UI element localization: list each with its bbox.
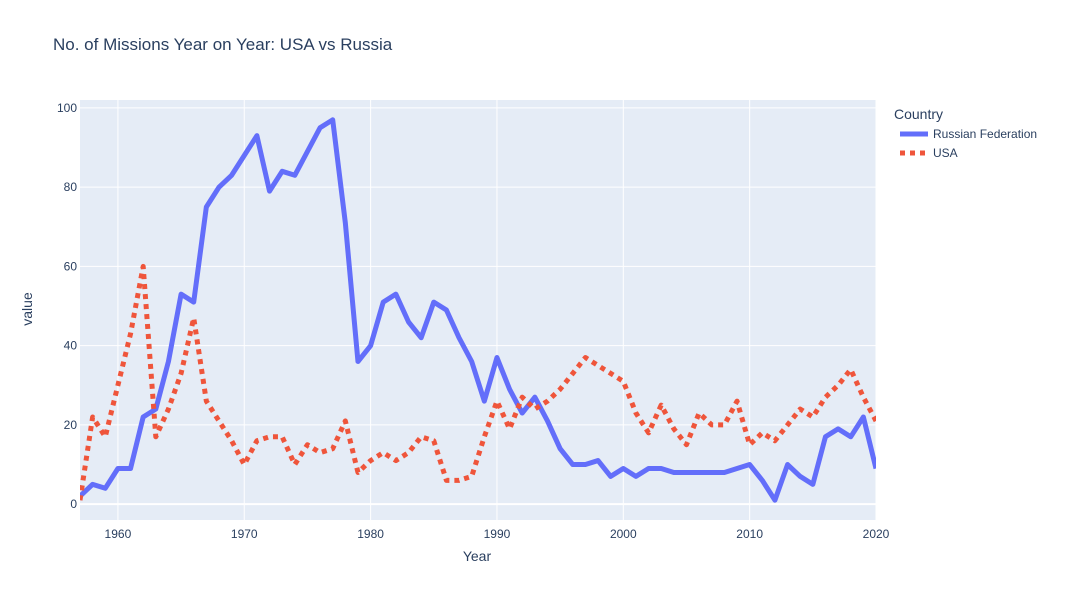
x-tick-label: 1990 (484, 527, 511, 541)
plot-area (80, 100, 876, 520)
series-lines (80, 117, 876, 503)
x-tick-label: 1970 (231, 527, 258, 541)
y-axis-title: value (19, 292, 35, 326)
legend[interactable]: Country Russian Federation USA (894, 106, 1037, 160)
y-tick-label: 20 (64, 418, 78, 432)
legend-label: USA (933, 146, 958, 160)
legend-label: Russian Federation (933, 127, 1037, 141)
x-axis-ticks: 1960 1970 1980 1990 2000 2010 2020 (105, 527, 890, 541)
y-axis-ticks: 0 20 40 60 80 100 (57, 101, 77, 511)
gridlines (80, 100, 877, 520)
x-axis-title: Year (463, 548, 492, 564)
y-tick-label: 80 (64, 180, 78, 194)
x-tick-label: 2000 (610, 527, 637, 541)
legend-title: Country (894, 106, 943, 122)
y-tick-label: 0 (70, 497, 77, 511)
y-tick-label: 60 (64, 259, 78, 273)
x-tick-label: 1980 (357, 527, 384, 541)
x-tick-label: 2020 (863, 527, 890, 541)
series-line-usa (80, 263, 876, 501)
y-tick-label: 100 (57, 101, 77, 115)
chart-title: No. of Missions Year on Year: USA vs Rus… (53, 35, 393, 54)
series-line-russian-federation (80, 117, 876, 503)
y-tick-label: 40 (64, 339, 78, 353)
x-tick-label: 1960 (105, 527, 132, 541)
x-tick-label: 2010 (736, 527, 763, 541)
